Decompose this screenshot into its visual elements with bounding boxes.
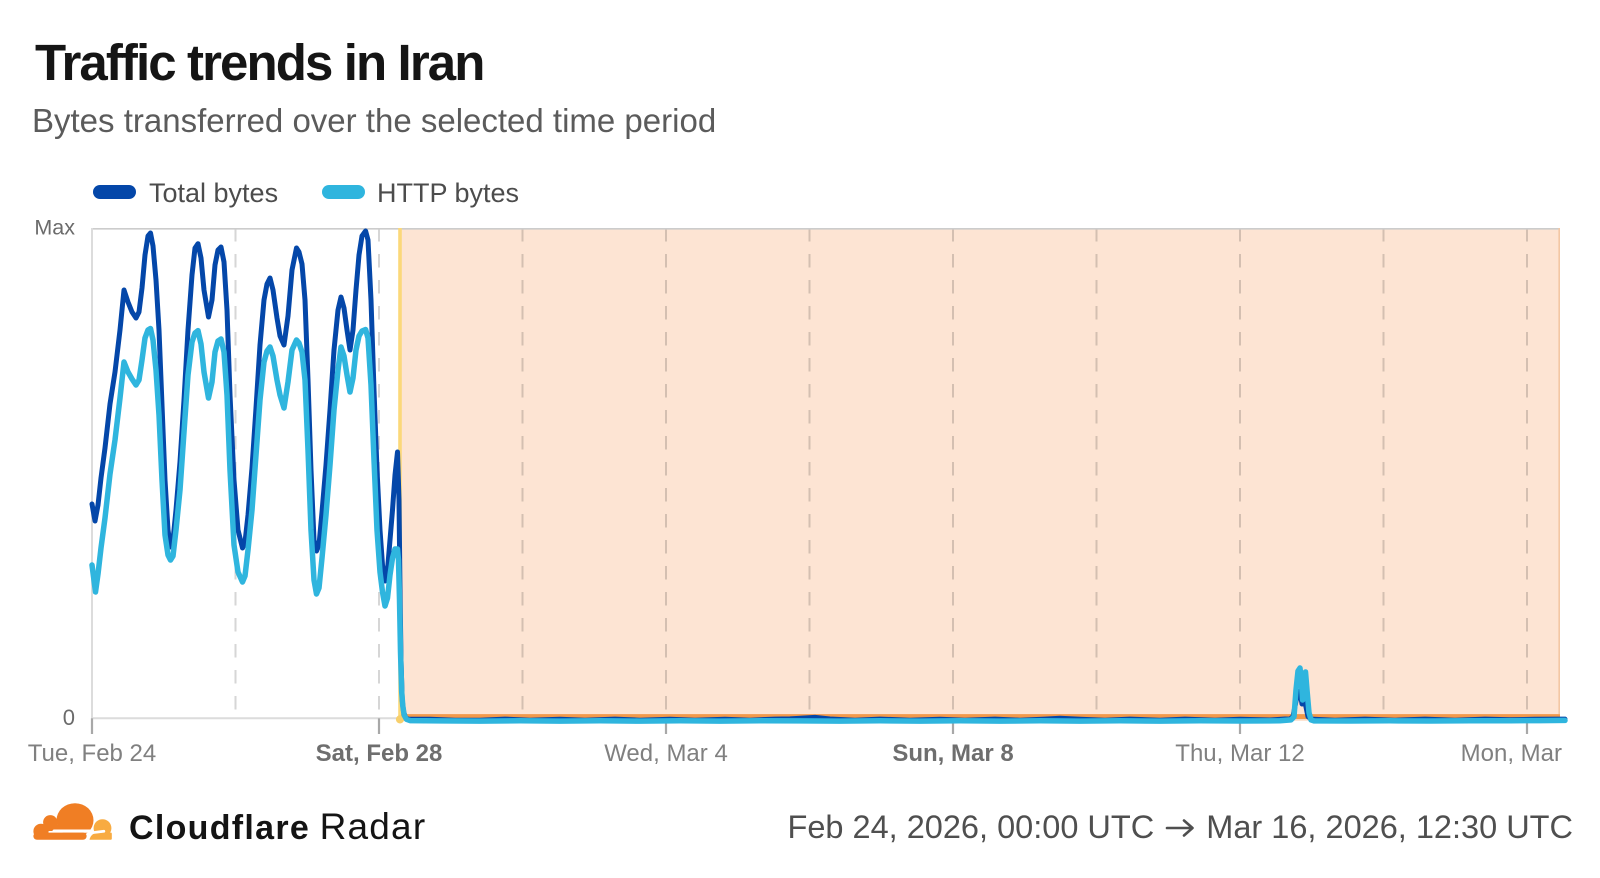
svg-text:Mon, Mar: Mon, Mar xyxy=(1461,740,1562,767)
svg-text:Thu, Mar 12: Thu, Mar 12 xyxy=(1175,740,1304,767)
svg-text:Tue, Feb 24: Tue, Feb 24 xyxy=(28,740,157,767)
svg-text:Wed, Mar 4: Wed, Mar 4 xyxy=(604,740,728,767)
svg-text:0: 0 xyxy=(63,705,75,730)
svg-text:Sat, Feb 28: Sat, Feb 28 xyxy=(316,740,443,767)
svg-text:Sun, Mar 8: Sun, Mar 8 xyxy=(892,740,1013,767)
svg-text:Max: Max xyxy=(34,216,75,240)
